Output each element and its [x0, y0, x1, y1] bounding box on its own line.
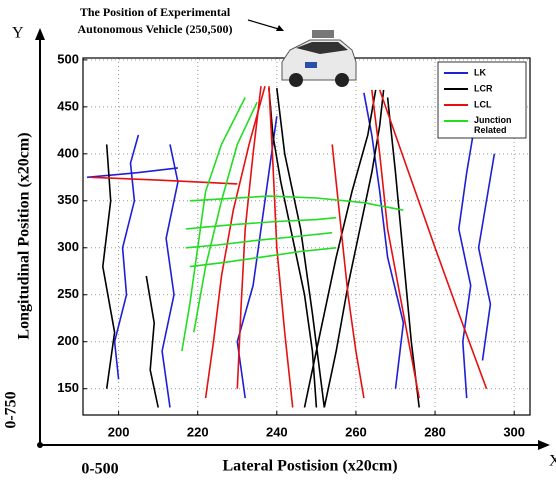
x-tick-label: 280: [424, 424, 446, 439]
trajectory: [236, 86, 262, 389]
y-tick-label: 450: [57, 98, 79, 113]
x-axis-name: X: [549, 453, 556, 470]
trajectory: [189, 247, 337, 268]
x-tick-label: 240: [266, 424, 288, 439]
trajectory: [113, 134, 140, 380]
y-tick-label: 250: [57, 286, 79, 301]
legend-label: LCR: [474, 83, 493, 93]
y-tick-label: 400: [57, 145, 79, 160]
trajectory: [181, 97, 246, 352]
arrow-head: [538, 440, 550, 450]
trajectory: [185, 231, 333, 249]
trajectory: [386, 97, 420, 408]
origin: [37, 442, 43, 448]
trajectory: [268, 86, 294, 408]
arrow-head: [35, 28, 45, 40]
trajectory: [145, 275, 159, 408]
x-tick-label: 260: [345, 424, 367, 439]
arrow-head: [276, 25, 284, 31]
annotation-arrow: [247, 19, 283, 31]
y-tick-label: 150: [57, 380, 79, 395]
trajectory: [363, 92, 405, 389]
vehicle: [281, 30, 357, 87]
annotation: Autonomous Vehicle (250,500): [77, 22, 232, 36]
y-axis-title: Longitudinal Position (x20cm): [16, 132, 33, 339]
x-range-label: 0-500: [81, 461, 118, 478]
x-tick-label: 200: [108, 424, 130, 439]
x-tick-label: 220: [187, 424, 209, 439]
trajectory: [477, 153, 496, 361]
trajectory: [101, 144, 116, 389]
trajectory: [161, 144, 179, 408]
y-tick-label: 300: [57, 239, 79, 254]
x-axis-title: Lateral Postision (x20cm): [222, 458, 397, 475]
legend-label: Junction Related: [474, 115, 512, 135]
trajectory: [268, 88, 318, 408]
trajectory: [457, 125, 476, 399]
y-tick-label: 200: [57, 333, 79, 348]
trajectory: [193, 101, 258, 333]
trajectory: [90, 176, 238, 185]
trajectory: [189, 195, 404, 211]
y-axis-name: Y: [12, 25, 24, 42]
legend-label: LCL: [474, 99, 492, 109]
legend-label: LK: [474, 67, 486, 77]
trajectory: [303, 89, 377, 408]
y-range-label: 0-750: [3, 391, 20, 428]
trajectory: [86, 167, 178, 179]
annotation: The Position of Experimental: [80, 5, 231, 19]
trajectory: [323, 89, 385, 408]
trajectory: [331, 144, 365, 399]
trajectory: [276, 88, 326, 408]
x-tick-label: 300: [503, 424, 525, 439]
trajectory: [185, 216, 337, 230]
y-tick-label: 350: [57, 192, 79, 207]
y-tick-label: 500: [57, 51, 79, 66]
plot-area: 200 220 240 260 280 300 150 200 250 300 350 400 450 5…: [57, 51, 531, 439]
trajectory: [371, 89, 420, 399]
trajectory: [378, 89, 488, 389]
legend-box: [437, 61, 527, 139]
